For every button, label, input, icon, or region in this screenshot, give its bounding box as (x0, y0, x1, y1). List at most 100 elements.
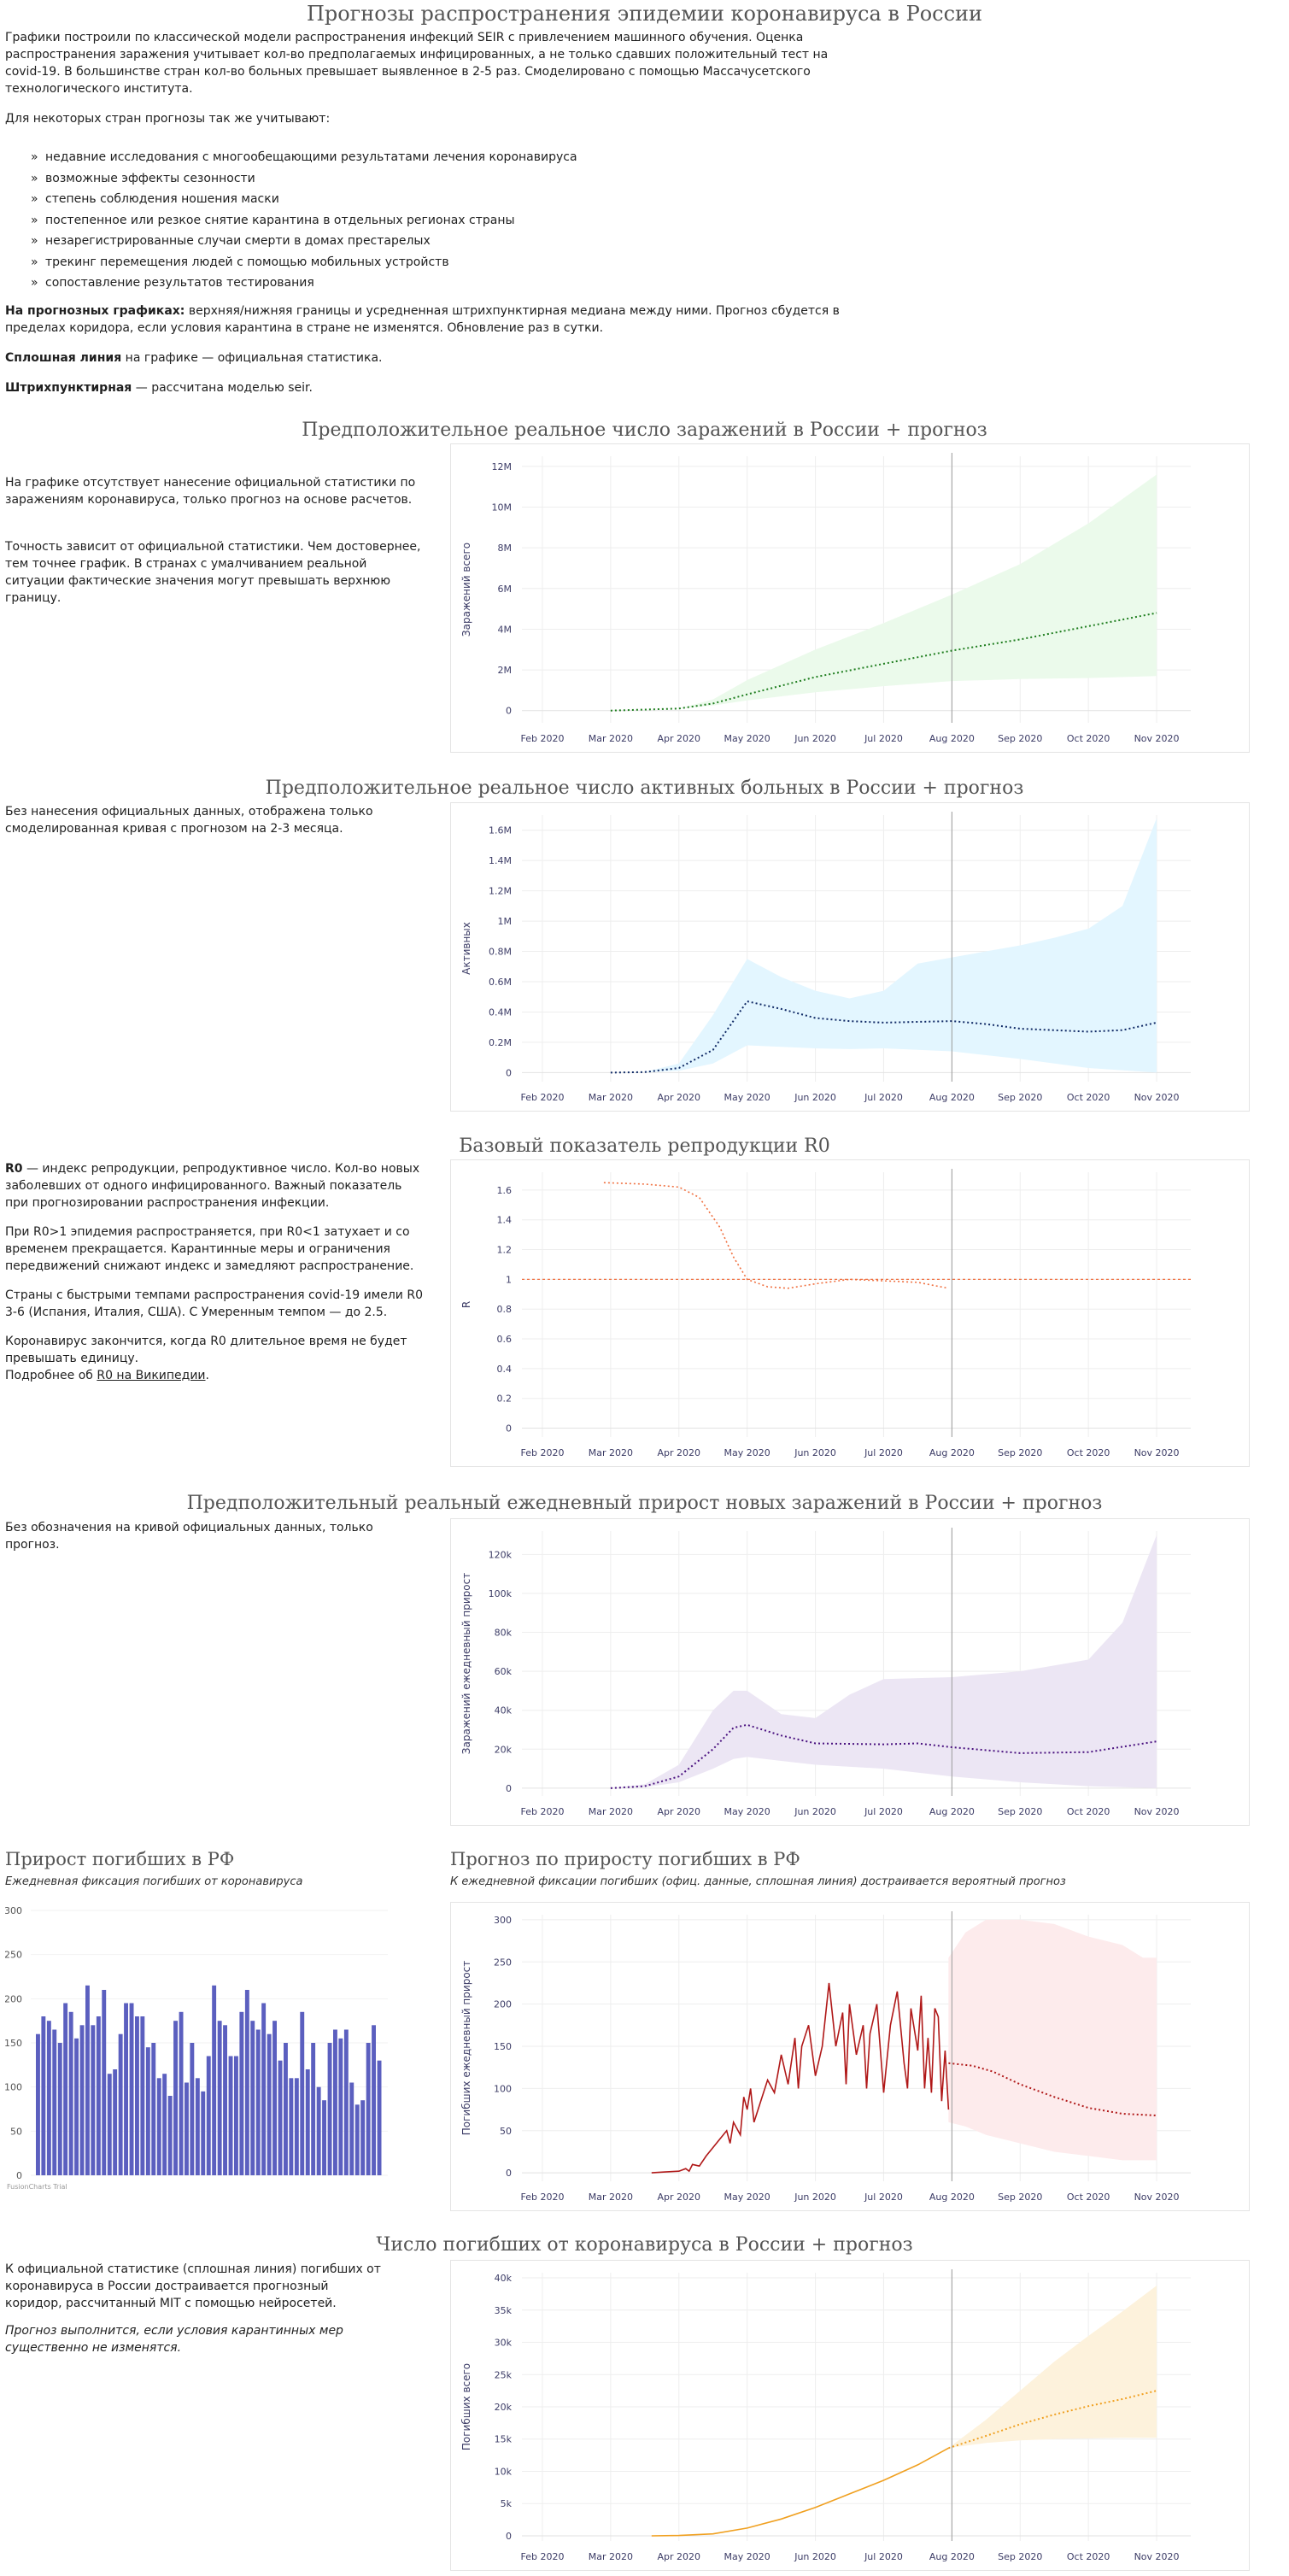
median-line (610, 1723, 1157, 1789)
section-title-infected: Предположительное реальное число заражен… (302, 420, 987, 441)
factors-list: недавние исследования с многообещающими … (5, 147, 847, 294)
bar (173, 2021, 178, 2175)
y-tick-label: 5k (501, 2498, 513, 2509)
x-tick-label: Mar 2020 (589, 1447, 633, 1458)
y-tick-label: 1.2 (497, 1245, 513, 1256)
bar (289, 2078, 294, 2175)
note-dashed-text: — рассчитана моделью seir. (132, 381, 313, 395)
x-tick-label: Apr 2020 (657, 733, 700, 744)
y-tick-label: 0 (16, 2170, 22, 2181)
bar (228, 2056, 233, 2175)
x-tick-label: Feb 2020 (520, 1092, 564, 1103)
forecast-band (610, 474, 1157, 711)
section-title-r0: Базовый показатель репродукции R0 (459, 1135, 830, 1157)
x-tick-label: Aug 2020 (929, 1092, 975, 1103)
x-tick-label: Apr 2020 (657, 1447, 700, 1458)
y-tick-label: 0 (506, 1423, 512, 1435)
bar (162, 2074, 167, 2175)
forecast-band (948, 1919, 1157, 2161)
bar (333, 2029, 337, 2175)
y-tick-label: 1.2M (489, 886, 512, 897)
y-tick-label: 0 (506, 2531, 512, 2542)
y-tick-label: 0 (506, 1067, 512, 1078)
bar (212, 1985, 217, 2175)
bar (267, 2033, 272, 2175)
x-tick-label: Feb 2020 (520, 2192, 564, 2203)
deaths-forecast-subtitle: К ежедневной фиксации погибших (офиц. да… (450, 1875, 1066, 1888)
chart-daily-svg: Feb 2020 Mar 2020 Apr 2020 May 2020 Jun 2020… (460, 1528, 1191, 1817)
x-tick-label: Jun 2020 (794, 2551, 836, 2562)
r0-bold: R0 (5, 1162, 23, 1176)
x-tick-label: Sep 2020 (998, 1447, 1042, 1458)
x-tick-label: Apr 2020 (657, 1092, 700, 1103)
y-tick-label: 10M (492, 502, 513, 513)
bar (135, 2016, 139, 2175)
x-tick-label: Jun 2020 (794, 1447, 836, 1458)
bar (201, 2091, 206, 2175)
x-tick-label: Nov 2020 (1134, 1447, 1180, 1458)
bar (261, 2003, 267, 2175)
x-tick-label: Oct 2020 (1067, 733, 1110, 744)
bar (338, 2038, 343, 2175)
bar (349, 2082, 354, 2175)
bar (316, 2086, 321, 2175)
bar (206, 2056, 211, 2175)
x-tick-label: May 2020 (724, 733, 770, 744)
median-line (948, 2390, 1157, 2450)
r0-paragraph-4: Коронавирус закончится, когда R0 длитель… (5, 1333, 428, 1384)
daily-text-1: Без обозначения на кривой официальных да… (5, 1521, 373, 1552)
chart-r0-svg: Feb 2020 Mar 2020 Apr 2020 May 2020 Jun 2020… (460, 1169, 1191, 1458)
note-solid-bold: Сплошная линия (5, 351, 122, 365)
intro-lead: Для некоторых стран прогнозы так же учит… (5, 112, 331, 126)
y-tick-label: 35k (495, 2305, 513, 2316)
chart-deaths-bar[interactable]: 0 50 100 150 200 250 300 FusionCharts Trial (4, 1902, 395, 2198)
x-tick-label: Nov 2020 (1134, 1806, 1180, 1817)
chart-active[interactable]: Feb 2020 Mar 2020 Apr 2020 May 2020 Jun 2020… (450, 802, 1250, 1112)
deaths-forecast-title: Прогноз по приросту погибших в РФ (450, 1849, 800, 1869)
y-tick-label: 15k (495, 2434, 513, 2445)
bar (217, 2021, 222, 2175)
x-tick-label: Sep 2020 (998, 2192, 1042, 2203)
x-tick-label: Jul 2020 (864, 2192, 903, 2203)
y-tick-label: 0.4M (489, 1006, 512, 1018)
x-tick-label: Jun 2020 (794, 1092, 836, 1103)
bar (185, 2082, 189, 2175)
note-solid: Сплошная линия на графике — официальная … (5, 349, 847, 367)
chart-deaths-forecast[interactable]: Feb 2020 Mar 2020 Apr 2020 May 2020 Jun 2020… (450, 1902, 1250, 2211)
y-tick-label: 120k (489, 1549, 513, 1560)
x-tick-label: Aug 2020 (929, 2192, 975, 2203)
x-tick-label: Mar 2020 (589, 2551, 633, 2562)
bar (294, 2078, 299, 2175)
bar (360, 2100, 366, 2175)
chart-r0[interactable]: Feb 2020 Mar 2020 Apr 2020 May 2020 Jun 2020… (450, 1159, 1250, 1467)
y-tick-label: 0.8M (489, 947, 512, 958)
bar (190, 2043, 195, 2175)
x-tick-label: Aug 2020 (929, 733, 975, 744)
y-tick-label: 25k (495, 2369, 513, 2380)
chart-total-deaths[interactable]: Feb 2020 Mar 2020 Apr 2020 May 2020 Jun 2020… (450, 2260, 1250, 2571)
forecast-band (948, 2286, 1157, 2449)
x-tick-label: Jul 2020 (864, 1092, 903, 1103)
list-item: незарегистрированные случаи смерти в дом… (5, 231, 847, 252)
bar (113, 2069, 118, 2175)
x-tick-label: Oct 2020 (1067, 1806, 1110, 1817)
x-tick-label: Oct 2020 (1067, 1447, 1110, 1458)
wikipedia-link[interactable]: R0 на Википедии (97, 1369, 206, 1382)
x-tick-label: Nov 2020 (1134, 2551, 1180, 2562)
r0-paragraph-1: R0 — индекс репродукции, репродуктивное … (5, 1160, 428, 1212)
bar (179, 2011, 184, 2175)
chart-active-svg: Feb 2020 Mar 2020 Apr 2020 May 2020 Jun 2020… (460, 812, 1191, 1103)
x-tick-label: Oct 2020 (1067, 2551, 1110, 2562)
chart-infected[interactable]: Feb 2020 Mar 2020 Apr 2020 May 2020 Jun 2020… (450, 443, 1250, 753)
chart-daily[interactable]: Feb 2020 Mar 2020 Apr 2020 May 2020 Jun 2020… (450, 1518, 1250, 1826)
x-tick-label: Oct 2020 (1067, 2192, 1110, 2203)
bar (46, 2021, 51, 2175)
r0-paragraph-2: При R0>1 эпидемия распространяется, при … (5, 1225, 414, 1273)
x-tick-label: Apr 2020 (657, 1806, 700, 1817)
y-tick-label: 20k (495, 2402, 513, 2413)
x-tick-label: Mar 2020 (589, 1092, 633, 1103)
y-axis-label: Погибших всего (460, 2363, 472, 2450)
y-tick-label: 0.6M (489, 977, 512, 988)
x-tick-label: Nov 2020 (1134, 2192, 1180, 2203)
y-axis-label: R (460, 1301, 472, 1308)
